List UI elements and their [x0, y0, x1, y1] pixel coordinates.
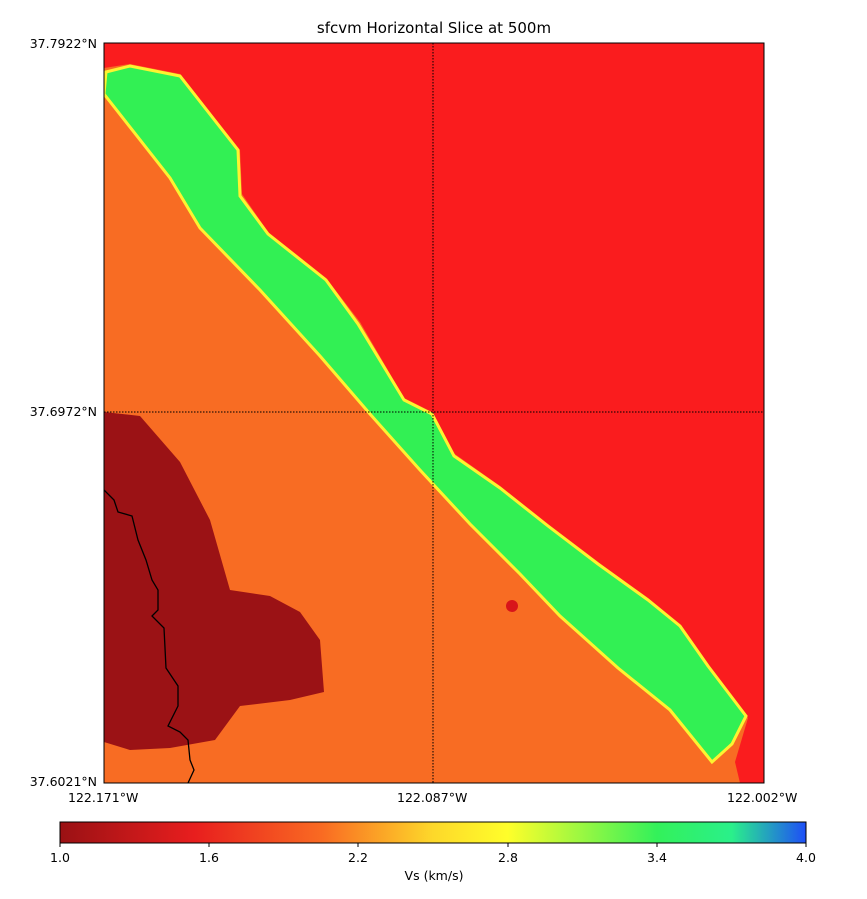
region-southwest [104, 412, 324, 750]
colorbar-tick-label: 2.8 [498, 850, 518, 865]
colorbar-tick-label: 1.6 [199, 850, 219, 865]
map-frame [103, 42, 765, 784]
colorbar-tick-label: 1.0 [50, 850, 70, 865]
fault-band [104, 64, 748, 765]
colorbar-tick-label: 2.2 [348, 850, 368, 865]
lat-label-middle: 37.6972°N [29, 404, 97, 419]
anomaly-spot [506, 600, 518, 612]
colorbar-title: Vs (km/s) [404, 868, 464, 883]
map-title: sfcvm Horizontal Slice at 500m [316, 19, 552, 37]
colorbar-tick-label: 3.4 [647, 850, 667, 865]
coastline [104, 489, 195, 783]
map-area [104, 43, 764, 783]
lat-label-bottom: 37.6021°N [29, 774, 97, 789]
lon-label-center: 122.087°W [397, 790, 468, 805]
region-northeast [104, 43, 764, 783]
colorbar [59, 821, 807, 844]
lon-label-west: 122.171°W [68, 790, 139, 805]
lat-label-top: 37.7922°N [29, 36, 97, 51]
colorbar-ticks [59, 843, 807, 847]
colorbar-tick-label: 4.0 [796, 850, 816, 865]
lon-label-east: 122.002°W [727, 790, 798, 805]
